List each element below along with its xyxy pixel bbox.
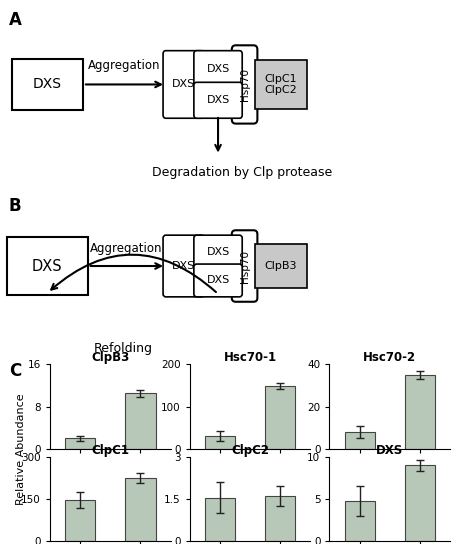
Text: DXS: DXS — [33, 77, 62, 91]
Text: B: B — [9, 197, 21, 215]
Title: ClpC2: ClpC2 — [231, 444, 269, 457]
Bar — [65, 500, 95, 541]
FancyBboxPatch shape — [255, 60, 307, 109]
Title: Hsc70-1: Hsc70-1 — [223, 351, 277, 364]
Text: Aggregation: Aggregation — [88, 59, 160, 72]
Bar — [205, 498, 235, 541]
Bar — [125, 478, 155, 541]
Text: DXS: DXS — [172, 261, 195, 271]
Title: ClpC1: ClpC1 — [91, 444, 129, 457]
Bar — [265, 496, 295, 541]
Text: DXS: DXS — [206, 275, 230, 286]
FancyBboxPatch shape — [12, 59, 83, 110]
Bar — [65, 438, 95, 449]
Bar — [205, 436, 235, 449]
Text: Hsp70: Hsp70 — [239, 68, 250, 101]
FancyBboxPatch shape — [194, 51, 242, 86]
Bar — [405, 375, 435, 449]
Title: DXS: DXS — [376, 444, 403, 457]
FancyBboxPatch shape — [194, 235, 242, 268]
Text: DXS: DXS — [206, 64, 230, 73]
Text: ClpC1
ClpC2: ClpC1 ClpC2 — [264, 73, 298, 95]
Text: C: C — [9, 362, 22, 380]
Text: Aggregation: Aggregation — [91, 242, 163, 255]
Text: Refolding: Refolding — [94, 342, 153, 355]
FancyBboxPatch shape — [194, 264, 242, 297]
Text: DXS: DXS — [206, 95, 230, 106]
FancyBboxPatch shape — [194, 82, 242, 118]
FancyBboxPatch shape — [232, 45, 257, 123]
Text: DXS: DXS — [206, 246, 230, 257]
Text: Degradation by Clp protease: Degradation by Clp protease — [152, 166, 332, 179]
Title: ClpB3: ClpB3 — [91, 351, 129, 364]
Bar — [345, 501, 375, 541]
FancyBboxPatch shape — [163, 51, 204, 118]
Bar — [125, 393, 155, 449]
Title: Hsc70-2: Hsc70-2 — [363, 351, 417, 364]
FancyBboxPatch shape — [232, 230, 257, 302]
FancyBboxPatch shape — [163, 235, 204, 297]
Bar — [405, 465, 435, 541]
Text: ClpB3: ClpB3 — [265, 261, 297, 271]
Text: Relative Abundance: Relative Abundance — [16, 393, 27, 505]
Bar — [265, 386, 295, 449]
FancyBboxPatch shape — [255, 244, 307, 288]
Bar — [345, 432, 375, 449]
Text: DXS: DXS — [32, 258, 63, 274]
Text: Hsp70: Hsp70 — [239, 250, 250, 282]
FancyBboxPatch shape — [7, 237, 88, 295]
Text: A: A — [9, 11, 21, 29]
Text: DXS: DXS — [172, 79, 195, 89]
